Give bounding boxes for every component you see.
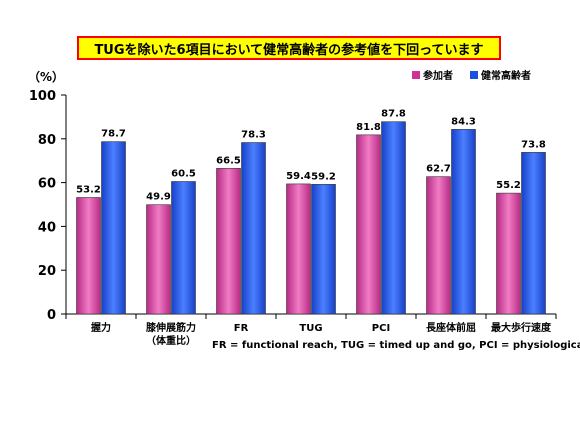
bar-healthy-elderly — [451, 129, 476, 315]
data-label: 59.4 — [286, 171, 311, 182]
bar-participant — [286, 183, 311, 315]
bar-participant — [216, 168, 241, 315]
bar-healthy-elderly — [101, 141, 126, 315]
bar-participant — [496, 192, 521, 315]
bar-participant — [426, 176, 451, 315]
bar-participant — [146, 204, 171, 315]
x-tick-label: 最大歩行速度 — [491, 321, 552, 334]
data-label: 78.3 — [241, 130, 266, 141]
data-label: 78.7 — [101, 129, 126, 140]
data-label: 49.9 — [146, 192, 171, 203]
footnote: FR = functional reach, TUG = timed up an… — [212, 340, 580, 351]
y-tick-label: 0 — [47, 308, 56, 323]
bar-healthy-elderly — [241, 142, 266, 315]
legend-label: 参加者 — [423, 69, 453, 82]
y-axis-label: （%） — [28, 69, 64, 84]
legend-swatch — [412, 71, 420, 79]
chart-title: TUGを除いた6項目において健常高齢者の参考値を下回っています — [77, 36, 501, 60]
x-tick-label: PCI — [372, 323, 390, 334]
y-tick-label: 20 — [38, 264, 56, 279]
data-label: 55.2 — [496, 180, 521, 191]
x-tick-label: FR — [234, 323, 249, 334]
legend-label: 健常高齢者 — [481, 69, 531, 82]
bar-participant — [356, 134, 381, 315]
x-tick-label: （体重比） — [146, 334, 196, 347]
data-label: 73.8 — [521, 139, 546, 150]
data-label: 59.2 — [311, 171, 336, 182]
x-tick-label: TUG — [299, 323, 322, 334]
bar-healthy-elderly — [381, 121, 406, 315]
bar-participant — [76, 197, 101, 315]
y-tick-label: 80 — [38, 133, 56, 148]
y-tick-label: 100 — [29, 89, 56, 104]
x-tick-label: 膝伸展筋力 — [146, 321, 196, 334]
data-label: 60.5 — [171, 169, 196, 180]
y-tick-label: 40 — [38, 220, 56, 235]
data-label: 53.2 — [76, 184, 101, 195]
legend-swatch — [470, 71, 478, 79]
data-label: 66.5 — [216, 155, 241, 166]
bar-healthy-elderly — [311, 184, 336, 315]
data-label: 84.3 — [451, 116, 476, 127]
bar-healthy-elderly — [521, 152, 546, 315]
x-tick-label: 長座体前屈 — [426, 321, 476, 334]
y-tick-label: 60 — [38, 177, 56, 192]
bar-healthy-elderly — [171, 181, 196, 315]
data-label: 81.8 — [356, 122, 381, 133]
data-label: 87.8 — [381, 109, 406, 120]
x-tick-label: 握力 — [91, 321, 111, 334]
data-label: 62.7 — [426, 164, 451, 175]
